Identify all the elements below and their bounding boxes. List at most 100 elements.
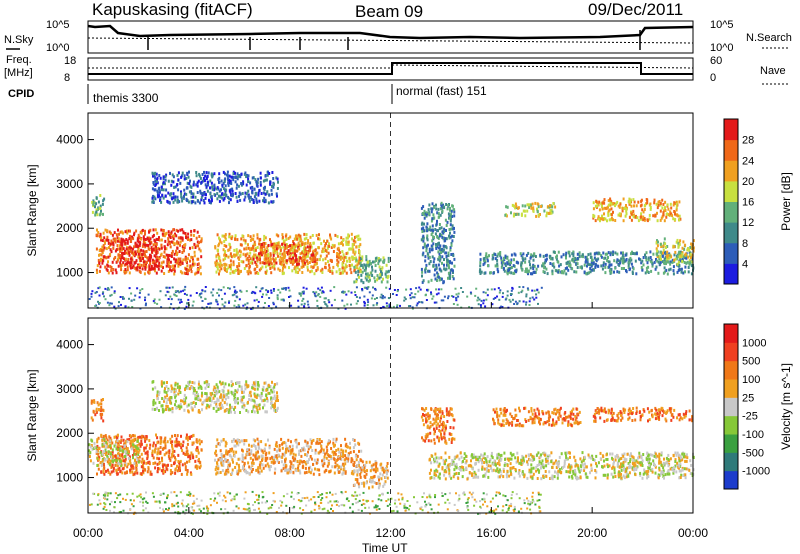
echo-cell [88,443,91,447]
echo-cell [136,450,138,454]
echo-cell [283,263,285,267]
echo-cell [517,212,520,216]
echo-cell [155,249,158,253]
echo-cell [249,261,252,265]
echo-cell [222,193,225,197]
echo-cell [616,258,619,262]
echo-cell [136,268,139,272]
echo-cell [441,255,444,259]
echo-cell [241,390,244,394]
echo-cell [167,270,170,273]
echo-cell [312,241,315,245]
echo-cell [431,207,434,211]
echo-cell [119,263,122,267]
echo-cell [217,398,220,402]
echo-cell [176,385,179,389]
echo-cell [443,263,445,267]
echo-cell [425,293,427,296]
echo-cell [249,196,252,200]
echo-cell [664,252,667,256]
echo-cell [301,290,304,293]
echo-cell [433,205,436,209]
echo-cell [135,259,138,263]
echo-cell [179,459,182,463]
echo-cell [647,265,650,269]
echo-cell [156,189,159,193]
echo-cell [240,260,243,264]
echo-cell [96,271,99,274]
echo-cell [291,251,294,255]
echo-cell [145,261,148,264]
echo-cell [638,257,640,261]
echo-cell [185,293,188,296]
echo-cell [156,441,159,445]
echo-cell [183,408,186,412]
echo-cell [124,305,127,308]
echo-cell [195,236,198,240]
echo-cell [256,258,259,262]
echo-cell [137,450,140,454]
echo-cell [172,307,175,310]
echo-cell [231,294,234,297]
echo-cell [255,263,258,266]
echo-cell [135,463,138,467]
echo-cell [477,296,480,299]
echo-cell [199,189,202,193]
echo-cell [344,307,347,310]
echo-cell [437,229,439,233]
echo-cell [144,468,147,472]
echo-cell [163,232,166,236]
echo-cell [195,438,198,442]
echo-cell [237,256,240,260]
echo-cell [209,186,211,190]
echo-cell [151,171,154,175]
echo-cell [669,202,672,206]
colorbar-segment [724,160,738,182]
echo-cell [99,461,102,464]
echo-cell [135,243,138,247]
echo-cell [244,191,247,195]
echo-cell [208,398,211,402]
echo-cell [241,192,244,195]
echo-cell [296,262,298,266]
echo-cell [270,188,273,192]
echo-cell [355,256,357,260]
echo-cell [92,410,95,414]
echo-cell [371,260,374,264]
echo-cell [224,409,227,413]
echo-cell [129,249,132,253]
echo-cell [174,383,177,387]
echo-cell [355,245,358,249]
echo-cell [439,257,442,261]
echo-cell [197,386,200,390]
echo-cell [169,437,172,441]
echo-cell [496,254,499,258]
echo-cell [169,268,171,272]
echo-cell [197,262,200,266]
echo-cell [438,278,441,282]
echo-cell [168,449,171,453]
echo-cell [357,273,360,277]
echo-cell [664,209,667,212]
echo-cell [276,391,278,395]
echo-cell [515,260,518,264]
echo-cell [282,241,285,245]
echo-cell [139,444,142,448]
echo-cell [165,451,168,455]
echo-cell [198,380,200,384]
echo-cell [682,240,685,244]
echo-cell [128,297,130,300]
echo-cell [265,269,268,273]
echo-cell [435,222,438,226]
echo-cell [502,260,505,264]
echo-cell [133,472,136,476]
echo-cell [120,268,123,272]
echo-cell [113,458,116,462]
echo-cell [179,240,182,244]
echo-cell [239,192,242,196]
echo-cell [645,198,648,201]
echo-cell [366,274,368,278]
echo-cell [494,264,497,268]
echo-cell [422,251,425,255]
echo-cell [210,195,213,199]
